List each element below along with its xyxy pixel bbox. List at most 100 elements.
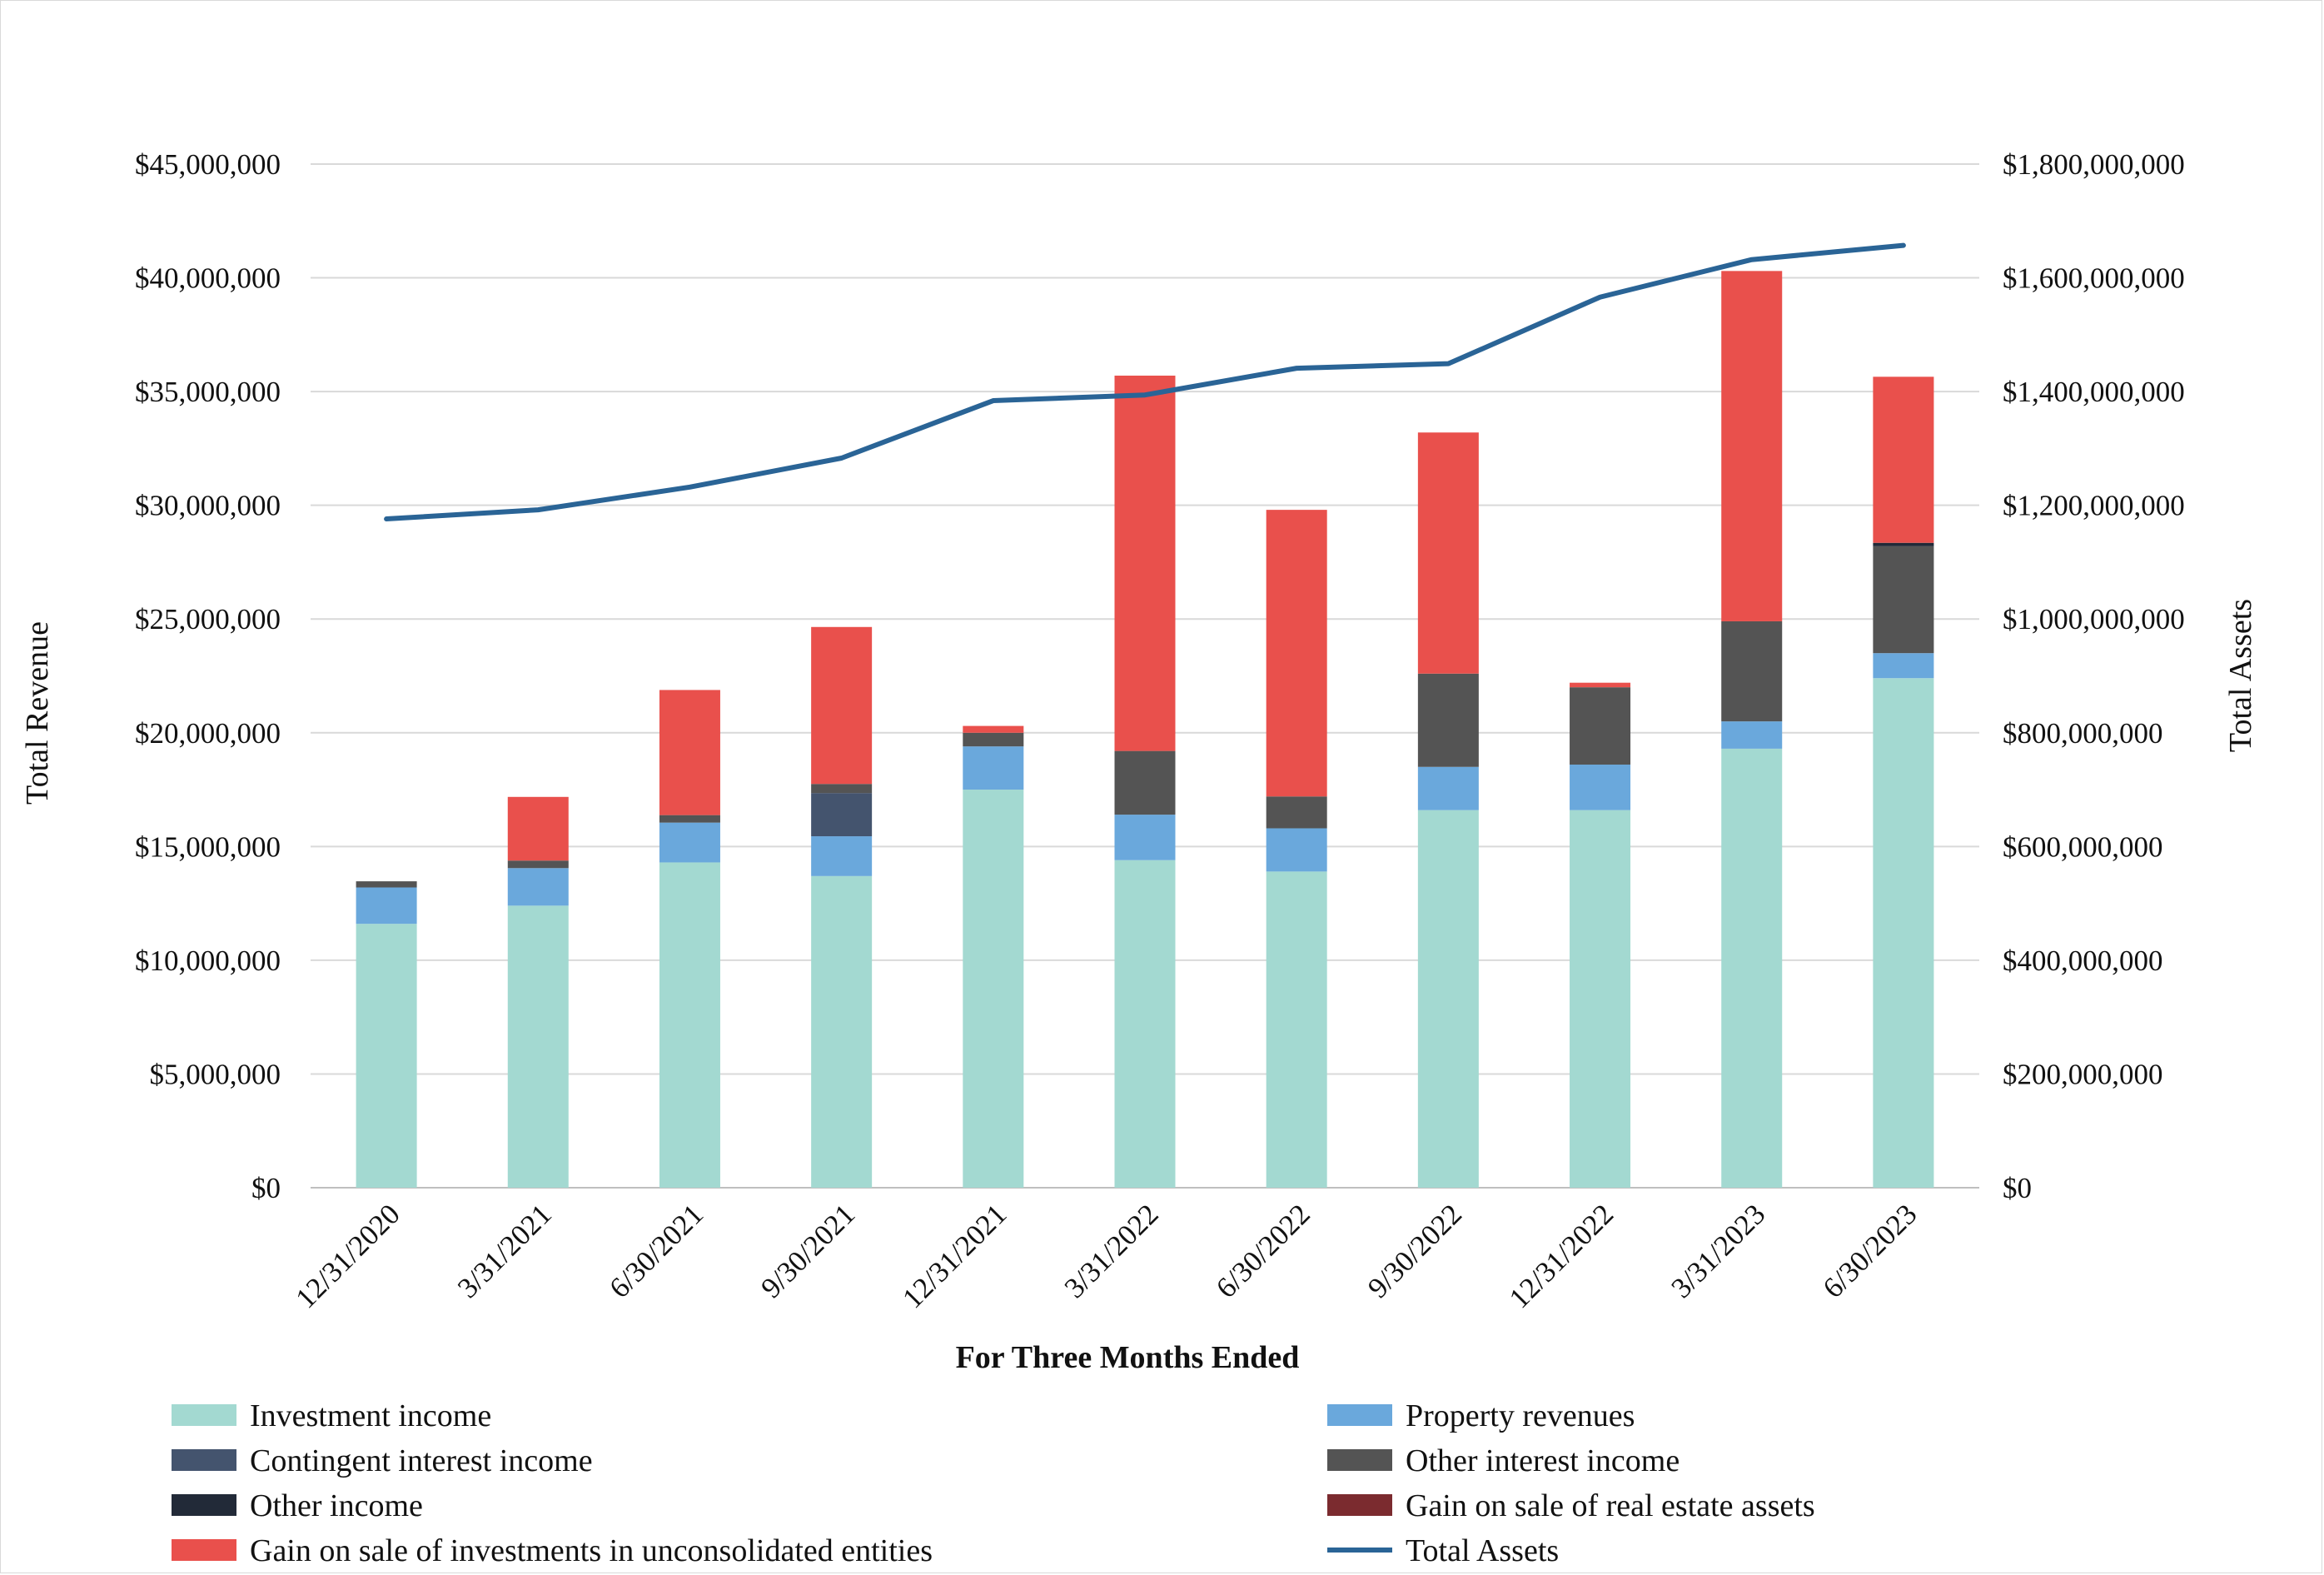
legend-swatch: [172, 1449, 236, 1471]
legend: Investment income Property revenues Contin…: [172, 1398, 1815, 1568]
bar-segment-series-3-cat-5: [1114, 750, 1176, 815]
legend-swatch: [1327, 1494, 1392, 1516]
y2-tick-label: $1,800,000,000: [2003, 148, 2185, 181]
legend-label: Investment income: [250, 1398, 491, 1433]
bar-stack-group: [356, 271, 1934, 1188]
y-tick-label: $30,000,000: [135, 490, 281, 522]
y-tick-label: $40,000,000: [135, 262, 281, 295]
bar-segment-series-1-cat-1: [507, 868, 569, 906]
bar-segment-series-6-cat-7: [1417, 432, 1479, 674]
bar-segment-series-4-cat-10: [1873, 542, 1934, 546]
x-axis-title: For Three Months Ended: [956, 1340, 1300, 1375]
x-tick-label: 12/31/2020: [289, 1198, 406, 1314]
bar-segment-series-1-cat-0: [356, 887, 417, 925]
bar-segment-series-1-cat-4: [963, 746, 1024, 790]
bar-segment-series-6-cat-2: [659, 690, 720, 815]
y-tick-label: $15,000,000: [135, 830, 281, 863]
bar-segment-series-1-cat-6: [1266, 828, 1327, 872]
y2-tick-label: $1,400,000,000: [2003, 376, 2185, 408]
legend-label: Gain on sale of investments in unconsoli…: [250, 1533, 933, 1568]
y2-axis-ticks: $0 $200,000,000 $400,000,000 $600,000,000 $8…: [2003, 148, 2185, 1204]
legend-swatch: [172, 1539, 236, 1561]
bar-segment-series-1-cat-2: [659, 822, 720, 863]
bar-segment-series-6-cat-8: [1570, 682, 1631, 688]
bar-segment-series-6-cat-10: [1873, 376, 1934, 543]
bar-segment-series-0-cat-5: [1114, 860, 1176, 1188]
bar-segment-series-6-cat-1: [507, 796, 569, 861]
bar-segment-series-0-cat-3: [811, 875, 873, 1188]
legend-swatch: [1327, 1404, 1392, 1426]
bar-segment-series-1-cat-8: [1570, 765, 1631, 810]
bar-segment-series-0-cat-2: [659, 862, 720, 1188]
y2-tick-label: $800,000,000: [2003, 717, 2163, 750]
y-tick-label: $45,000,000: [135, 148, 281, 181]
legend-label: Property revenues: [1406, 1398, 1635, 1433]
bar-segment-series-1-cat-9: [1721, 721, 1783, 749]
x-tick-label: 6/30/2021: [603, 1198, 709, 1304]
y2-tick-label: $1,600,000,000: [2003, 262, 2185, 295]
bar-segment-series-1-cat-7: [1417, 766, 1479, 810]
bar-segment-series-6-cat-5: [1114, 375, 1176, 751]
bar-segment-series-1-cat-3: [811, 836, 873, 876]
bar-segment-series-2-cat-3: [811, 793, 873, 837]
y2-tick-label: $600,000,000: [2003, 830, 2163, 863]
legend-swatch: [172, 1494, 236, 1516]
bar-segment-series-0-cat-8: [1570, 810, 1631, 1188]
bar-segment-series-0-cat-0: [356, 924, 417, 1188]
y2-tick-label: $400,000,000: [2003, 945, 2163, 977]
x-tick-label: 9/30/2022: [1361, 1198, 1468, 1304]
x-axis-ticks: 12/31/2020 3/31/2021 6/30/2021 9/30/2021 12/…: [289, 1198, 1923, 1314]
y-axis-ticks: $0 $5,000,000 $10,000,000 $15,000,000 $20,00…: [135, 148, 281, 1204]
bar-segment-series-0-cat-6: [1266, 871, 1327, 1188]
bar-segment-series-3-cat-1: [507, 860, 569, 869]
legend-label: Total Assets: [1406, 1533, 1559, 1568]
bar-segment-series-0-cat-9: [1721, 748, 1783, 1188]
bar-segment-series-1-cat-10: [1873, 653, 1934, 679]
bar-segment-series-3-cat-0: [356, 881, 417, 888]
bar-segment-series-6-cat-9: [1721, 271, 1783, 621]
bar-segment-series-3-cat-9: [1721, 621, 1783, 722]
legend-label: Contingent interest income: [250, 1443, 593, 1478]
y2-tick-label: $0: [2003, 1172, 2032, 1204]
y-tick-label: $35,000,000: [135, 376, 281, 408]
y-tick-label: $25,000,000: [135, 603, 281, 635]
y2-tick-label: $1,200,000,000: [2003, 490, 2185, 522]
bar-segment-series-0-cat-1: [507, 905, 569, 1188]
total-assets-line-group: [384, 242, 1906, 522]
y-tick-label: $5,000,000: [150, 1058, 281, 1090]
bar-segment-series-0-cat-10: [1873, 678, 1934, 1188]
bar-segment-series-3-cat-7: [1417, 673, 1479, 767]
y-tick-label: $0: [251, 1172, 281, 1204]
x-tick-label: 6/30/2023: [1817, 1198, 1923, 1304]
bar-segment-series-6-cat-6: [1266, 510, 1327, 797]
x-tick-label: 9/30/2021: [754, 1198, 861, 1304]
legend-swatch: [172, 1404, 236, 1426]
bar-segment-series-3-cat-2: [659, 815, 720, 823]
x-tick-label: 3/31/2021: [451, 1198, 558, 1304]
y2-tick-label: $200,000,000: [2003, 1058, 2163, 1090]
y-tick-label: $20,000,000: [135, 717, 281, 750]
legend-swatch: [1327, 1449, 1392, 1471]
y2-axis-title: Total Assets: [2223, 599, 2258, 752]
bar-segment-series-6-cat-3: [811, 626, 873, 785]
bar-segment-series-6-cat-4: [963, 725, 1024, 733]
bar-segment-series-0-cat-7: [1417, 810, 1479, 1188]
bar-segment-series-3-cat-6: [1266, 796, 1327, 829]
x-tick-label: 3/31/2023: [1665, 1198, 1771, 1304]
bar-segment-series-3-cat-10: [1873, 546, 1934, 654]
y2-tick-label: $1,000,000,000: [2003, 603, 2185, 635]
legend-label: Other interest income: [1406, 1443, 1680, 1478]
bar-segment-series-0-cat-4: [963, 790, 1024, 1188]
bar-segment-series-1-cat-5: [1114, 815, 1176, 860]
total-assets-line: [384, 242, 1906, 522]
bar-segment-series-3-cat-3: [811, 784, 873, 794]
y-axis-title: Total Revenue: [20, 621, 55, 805]
legend-label: Gain on sale of real estate assets: [1406, 1488, 1815, 1523]
bar-segment-series-3-cat-8: [1570, 687, 1631, 765]
x-tick-label: 3/31/2022: [1058, 1198, 1165, 1304]
legend-label: Other income: [250, 1488, 423, 1523]
x-tick-label: 12/31/2021: [896, 1198, 1013, 1314]
y-tick-label: $10,000,000: [135, 945, 281, 977]
